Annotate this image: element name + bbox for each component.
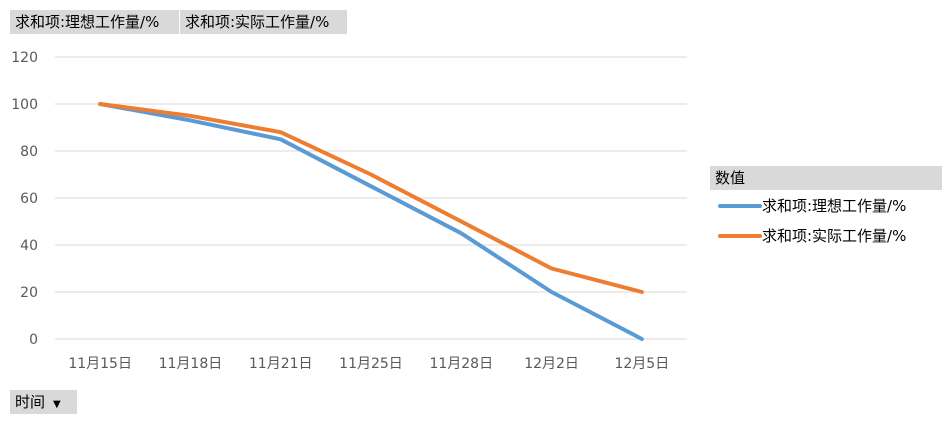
legend-item-actual: 求和项:实际工作量/% [710,220,942,250]
y-tick-label: 100 [11,97,38,113]
axis-field-label: 时间 [15,393,46,411]
x-tick-label: 11月28日 [429,356,493,372]
x-tick-label: 11月18日 [159,356,223,372]
legend-label-actual: 求和项:实际工作量/% [762,227,907,245]
x-axis-ticks: 11月15日 11月18日 11月21日 11月25日 11月28日 12月2日 12月5日 [68,356,669,372]
legend-item-ideal: 求和项:理想工作量/% [710,190,942,220]
field-button-ideal[interactable]: 求和项:理想工作量/% [10,10,180,34]
field-button-actual[interactable]: 求和项:实际工作量/% [180,10,348,34]
y-tick-label: 40 [20,238,38,254]
y-axis-ticks: 0 20 40 60 80 100 120 [11,50,38,348]
axis-field-button[interactable]: 时间 ▼ [10,390,78,414]
legend-title[interactable]: 数值 [710,166,942,190]
dropdown-triangle-icon: ▼ [53,399,61,410]
y-tick-label: 120 [11,50,38,66]
legend-swatch-actual [718,234,762,238]
y-tick-label: 20 [20,285,38,301]
gridlines [55,56,687,340]
legend-label-ideal: 求和项:理想工作量/% [762,197,907,215]
x-tick-label: 11月25日 [339,356,403,372]
legend-swatch-ideal [718,204,762,208]
series-line-ideal [98,102,644,341]
series-line-actual [98,102,644,294]
y-tick-label: 80 [20,144,38,160]
y-tick-label: 0 [29,332,38,348]
series-lines [98,102,644,341]
y-tick-label: 60 [20,191,38,207]
legend: 数值 求和项:理想工作量/% 求和项:实际工作量/% [710,166,942,250]
x-tick-label: 12月2日 [524,356,579,372]
x-tick-label: 12月5日 [614,356,669,372]
x-tick-label: 11月21日 [249,356,313,372]
x-tick-label: 11月15日 [68,356,132,372]
